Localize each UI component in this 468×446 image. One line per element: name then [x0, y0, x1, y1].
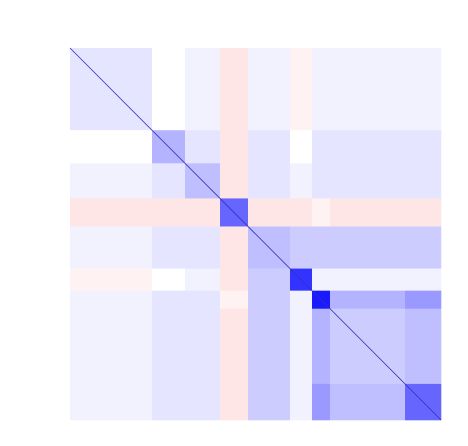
heatmap-cell	[290, 198, 313, 227]
heatmap-cell	[70, 198, 153, 227]
heatmap-cell	[185, 383, 221, 421]
heatmap-cell	[185, 290, 221, 310]
heatmap-cell	[248, 48, 291, 131]
heatmap-cell	[312, 198, 331, 227]
heatmap-cell	[185, 308, 221, 385]
heatmap-cell	[220, 383, 249, 421]
heatmap-cell	[248, 163, 291, 199]
heatmap-cell	[220, 48, 249, 131]
heatmap-cell	[290, 226, 313, 269]
heatmap-cell	[220, 268, 249, 291]
heatmap-cell	[152, 163, 186, 199]
heatmap-cell	[290, 308, 313, 385]
heatmap-cell	[248, 198, 291, 227]
heatmap-cell	[248, 308, 291, 385]
heatmap-cell	[185, 198, 221, 227]
heatmap-cell	[220, 308, 249, 385]
heatmap-cell	[70, 163, 153, 199]
heatmap-cell	[248, 268, 291, 291]
heatmap-cell	[248, 383, 291, 421]
heatmap-cell	[330, 163, 406, 199]
heatmap-cell	[152, 308, 186, 385]
heatmap-cell	[248, 130, 291, 164]
heatmap-cell	[70, 130, 153, 164]
heatmap-cell	[220, 226, 249, 269]
heatmap-cell	[185, 226, 221, 269]
heatmap-cell	[152, 198, 186, 227]
heatmap-cell	[185, 48, 221, 131]
heatmap-cell	[70, 290, 153, 310]
heatmap-cell	[70, 383, 153, 421]
heatmap-cell	[185, 130, 221, 164]
heatmap-cell	[330, 268, 406, 291]
heatmap-cell	[70, 268, 153, 291]
heatmap-cell	[330, 198, 406, 227]
heatmap-cell	[330, 383, 406, 421]
heatmap-cell	[330, 130, 406, 164]
heatmap-cell	[152, 48, 186, 131]
heatmap-cell	[312, 308, 331, 385]
heatmap-cell	[248, 290, 291, 310]
heatmap-cell	[290, 383, 313, 421]
heatmap-cell	[312, 383, 331, 421]
heatmap-cell	[405, 226, 442, 269]
heatmap-cell	[152, 268, 186, 291]
heatmap-cells	[70, 48, 442, 421]
heatmap-cell	[152, 383, 186, 421]
heatmap-cell	[405, 130, 442, 164]
heatmap-cell	[220, 290, 249, 310]
heatmap-cell	[312, 48, 331, 131]
heatmap-cell	[290, 48, 313, 131]
heatmap-cell	[312, 226, 331, 269]
heatmap-cell	[330, 48, 406, 131]
heatmap-cell	[70, 226, 153, 269]
heatmap-cell	[405, 268, 442, 291]
heatmap-cell	[405, 198, 442, 227]
heatmap-cell	[220, 163, 249, 199]
heatmap-cell	[405, 48, 442, 131]
heatmap-cell	[405, 290, 442, 310]
heatmap-cell	[290, 163, 313, 199]
heatmap-cell	[405, 308, 442, 385]
heatmap-cell	[330, 290, 406, 310]
heatmap-cell	[312, 268, 331, 291]
heatmap-cell	[185, 268, 221, 291]
heatmap-cell	[70, 308, 153, 385]
heatmap-cell	[152, 290, 186, 310]
heatmap-cell	[405, 163, 442, 199]
heatmap-cell	[152, 226, 186, 269]
diagonal	[69, 47, 442, 421]
heatmap-cell	[330, 226, 406, 269]
heatmap-cell	[220, 130, 249, 164]
heatmap-cell	[290, 290, 313, 310]
heatmap-cell	[312, 130, 331, 164]
heatmap-cell	[290, 130, 313, 164]
heatmap-cell	[312, 163, 331, 199]
